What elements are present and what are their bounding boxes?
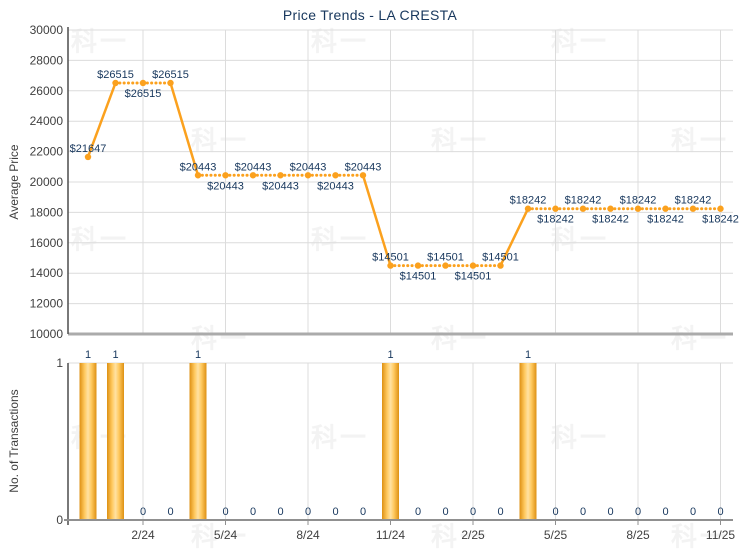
svg-text:$18242: $18242 [675,195,712,207]
transactions-axes [64,363,733,525]
svg-text:0: 0 [607,506,613,518]
price-chart-axes [67,27,733,336]
svg-text:11/24: 11/24 [376,528,405,542]
price-chart-grid [68,29,733,334]
price-data-labels: $21647 $26515 $26515 $26515 $20443 $20443 $204… [70,69,739,283]
svg-text:$14501: $14501 [372,252,409,264]
svg-text:5/25: 5/25 [544,528,568,542]
svg-text:26000: 26000 [30,84,64,98]
svg-text:28000: 28000 [30,53,64,67]
svg-text:14000: 14000 [30,266,64,280]
svg-text:0: 0 [717,506,723,518]
svg-text:$14501: $14501 [482,252,519,264]
svg-text:$18242: $18242 [702,214,739,226]
svg-text:0: 0 [56,513,63,527]
svg-text:11/25: 11/25 [706,528,735,542]
svg-text:$18242: $18242 [537,214,574,226]
svg-text:8/25: 8/25 [626,528,650,542]
svg-text:8/24: 8/24 [296,528,320,542]
svg-text:$18242: $18242 [510,195,547,207]
svg-text:12000: 12000 [30,297,64,311]
svg-text:0: 0 [635,506,641,518]
svg-text:$18242: $18242 [565,195,602,207]
svg-text:$26515: $26515 [97,69,134,81]
svg-text:0: 0 [442,506,448,518]
transactions-y-tick-labels: 10 [56,356,63,527]
svg-text:$14501: $14501 [455,271,492,283]
transactions-grid [68,362,733,520]
x-axis-tick-labels: 2/24 5/24 8/24 11/24 2/25 5/25 8/25 11/25 [131,528,735,542]
svg-text:0: 0 [662,506,668,518]
svg-text:0: 0 [250,506,256,518]
svg-text:0: 0 [167,506,173,518]
svg-text:$20443: $20443 [235,161,272,173]
svg-text:16000: 16000 [30,236,64,250]
svg-text:$14501: $14501 [400,271,437,283]
svg-text:0: 0 [332,506,338,518]
svg-text:$21647: $21647 [70,143,107,155]
svg-text:24000: 24000 [30,114,64,128]
svg-text:$18242: $18242 [620,195,657,207]
svg-text:0: 0 [552,506,558,518]
svg-text:1: 1 [387,349,393,361]
svg-text:18000: 18000 [30,205,64,219]
svg-text:22000: 22000 [30,145,64,159]
svg-text:0: 0 [140,506,146,518]
svg-text:0: 0 [497,506,503,518]
svg-text:0: 0 [305,506,311,518]
price-line-series [84,79,724,269]
svg-text:$18242: $18242 [647,214,684,226]
svg-text:1: 1 [112,349,118,361]
price-y-tick-labels: 30000 28000 26000 24000 22000 20000 18000 16000… [30,23,64,341]
transactions-value-labels: 1 1 0 0 1 0 0 0 0 0 0 1 0 0 0 0 1 0 0 0 0 0 0 0 [85,349,724,518]
svg-text:$20443: $20443 [345,161,382,173]
svg-text:1: 1 [85,349,91,361]
transactions-bars [79,363,537,520]
svg-text:$26515: $26515 [152,69,189,81]
svg-text:0: 0 [690,506,696,518]
svg-text:0: 0 [580,506,586,518]
svg-text:$26515: $26515 [125,88,162,100]
svg-text:0: 0 [415,506,421,518]
svg-text:0: 0 [470,506,476,518]
svg-text:1: 1 [525,349,531,361]
svg-text:2/25: 2/25 [461,528,485,542]
svg-text:0: 0 [360,506,366,518]
svg-text:$14501: $14501 [427,252,464,264]
svg-text:$20443: $20443 [207,180,244,192]
svg-text:$20443: $20443 [180,161,217,173]
svg-text:20000: 20000 [30,175,64,189]
svg-text:1: 1 [195,349,201,361]
svg-text:10000: 10000 [30,327,64,341]
svg-text:2/24: 2/24 [131,528,155,542]
svg-text:5/24: 5/24 [214,528,238,542]
svg-text:$20443: $20443 [290,161,327,173]
svg-text:0: 0 [277,506,283,518]
svg-text:$18242: $18242 [592,214,629,226]
chart-title: Price Trends - LA CRESTA [282,7,458,23]
svg-text:$20443: $20443 [317,180,354,192]
svg-text:1: 1 [56,356,63,370]
svg-text:30000: 30000 [30,23,64,37]
svg-text:$20443: $20443 [262,180,299,192]
svg-text:0: 0 [222,506,228,518]
